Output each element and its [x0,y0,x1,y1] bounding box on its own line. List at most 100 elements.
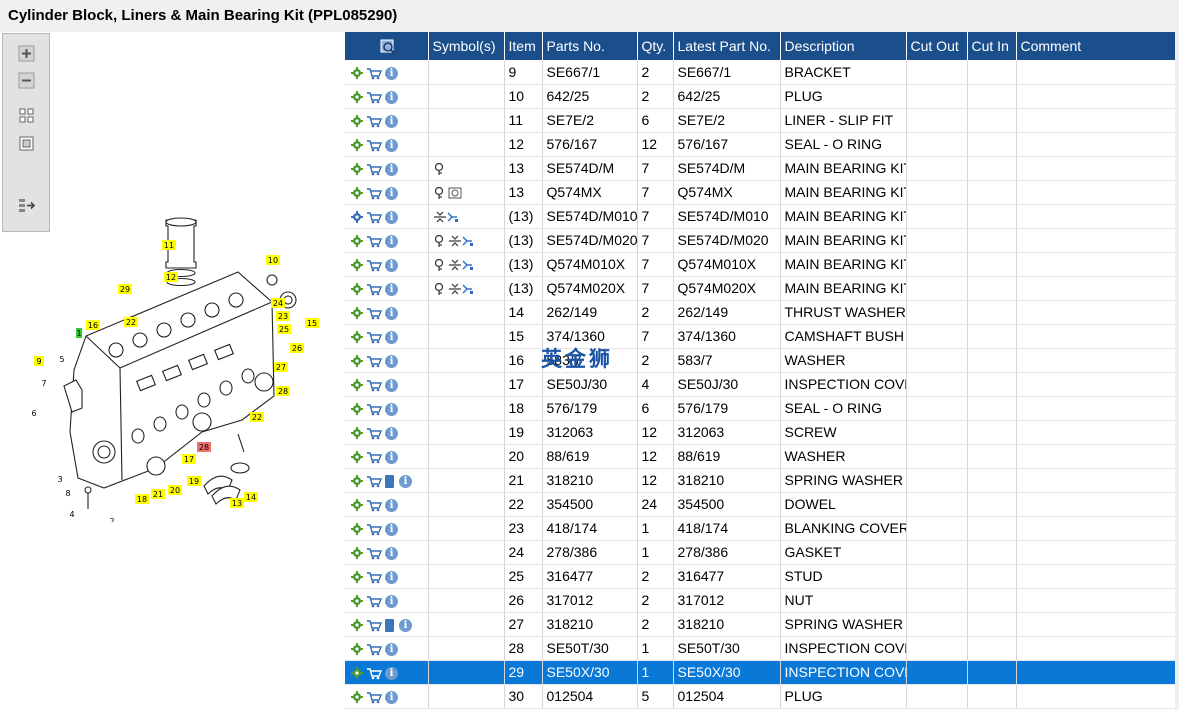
options-gear-icon[interactable] [351,331,363,344]
table-row[interactable]: i 15 374/1360 7 374/1360 CAMSHAFT BUSH [345,324,1176,349]
table-row[interactable]: i 9 SE667/1 2 SE667/1 BRACKET [345,60,1176,85]
info-icon[interactable]: i [385,90,398,104]
table-row[interactable]: i (13) Q574M010X 7 Q574M010X MAIN BEARIN… [345,252,1176,277]
add-to-cart-icon[interactable] [366,595,382,608]
table-row[interactable]: i 19 312063 12 312063 SCREW [345,420,1176,445]
table-row[interactable]: i 24 278/386 1 278/386 GASKET [345,540,1176,565]
options-gear-icon[interactable] [351,139,363,152]
options-gear-icon[interactable] [351,475,363,488]
info-icon[interactable]: i [385,282,398,296]
add-to-cart-icon[interactable] [366,211,382,224]
options-gear-icon[interactable] [351,283,363,296]
info-icon[interactable]: i [385,330,398,344]
add-to-cart-icon[interactable] [366,667,382,680]
info-icon[interactable]: i [385,306,398,320]
info-icon[interactable]: i [385,642,398,656]
add-to-cart-icon[interactable] [366,427,382,440]
options-gear-icon[interactable] [351,547,363,560]
table-row[interactable]: i 11 SE7E/2 6 SE7E/2 LINER - SLIP FIT [345,108,1176,133]
table-row[interactable]: i 13 SE574D/M 7 SE574D/M MAIN BEARING KI… [345,156,1176,181]
add-to-cart-icon[interactable] [366,283,382,296]
add-to-cart-icon[interactable] [366,643,382,656]
table-row[interactable]: i 14 262/149 2 262/149 THRUST WASHER [345,300,1176,325]
zoom-in-button[interactable] [16,43,37,64]
options-gear-icon[interactable] [351,595,363,608]
add-to-cart-icon[interactable] [366,547,382,560]
table-row[interactable]: i 26 317012 2 317012 NUT [345,588,1176,613]
info-icon[interactable]: i [385,450,398,464]
table-row[interactable]: i 30 012504 5 012504 PLUG [345,684,1176,709]
info-icon[interactable]: i [385,258,398,272]
options-gear-icon[interactable] [351,691,363,704]
export-button[interactable] [16,195,37,216]
table-row[interactable]: i 12 576/167 12 576/167 SEAL - O RING [345,132,1176,157]
add-to-cart-icon[interactable] [366,691,382,704]
column-cut-out[interactable]: Cut Out [906,32,968,60]
table-row[interactable]: i 17 SE50J/30 4 SE50J/30 INSPECTION COVE… [345,372,1176,397]
info-icon[interactable]: i [385,522,398,536]
add-to-cart-icon[interactable] [366,163,382,176]
add-to-cart-icon[interactable] [366,235,382,248]
info-icon[interactable]: i [385,234,398,248]
options-gear-icon[interactable] [351,235,363,248]
column-parts-no[interactable]: Parts No. [542,32,638,60]
column-comment[interactable]: Comment [1016,32,1176,60]
info-icon[interactable]: i [385,162,398,176]
table-row[interactable]: i 13 Q574MX 7 Q574MX MAIN BEARING KIT [345,180,1176,205]
options-gear-icon[interactable] [351,451,363,464]
info-icon[interactable]: i [385,186,398,200]
info-icon[interactable]: i [385,594,398,608]
options-gear-icon[interactable] [351,67,363,80]
add-to-cart-icon[interactable] [366,259,382,272]
table-row[interactable]: i 29 SE50X/30 1 SE50X/30 INSPECTION COVE… [345,660,1176,685]
table-row[interactable]: i 23 418/174 1 418/174 BLANKING COVER [345,516,1176,541]
options-gear-icon[interactable] [351,307,363,320]
options-gear-icon[interactable] [351,91,363,104]
info-icon[interactable]: i [385,402,398,416]
table-row[interactable]: i (13) SE574D/M010 7 SE574D/M010 MAIN BE… [345,204,1176,229]
documentation-icon[interactable] [385,474,394,488]
info-icon[interactable]: i [385,114,398,128]
table-row[interactable]: i 22 354500 24 354500 DOWEL [345,492,1176,517]
column-cut-in[interactable]: Cut In [967,32,1017,60]
info-icon[interactable]: i [385,426,398,440]
actual-size-button[interactable] [16,133,37,154]
info-icon[interactable]: i [399,474,412,488]
options-gear-icon[interactable] [351,259,363,272]
add-to-cart-icon[interactable] [366,355,382,368]
options-gear-icon[interactable] [351,163,363,176]
options-gear-icon[interactable] [351,211,363,224]
info-icon[interactable]: i [385,66,398,80]
add-to-cart-icon[interactable] [366,499,382,512]
table-row[interactable]: i 10 642/25 2 642/25 PLUG [345,84,1176,109]
table-row[interactable]: i 18 576/179 6 576/179 SEAL - O RING [345,396,1176,421]
column-latest-part-no[interactable]: Latest Part No. [673,32,781,60]
column-qty[interactable]: Qty. [637,32,674,60]
info-icon[interactable]: i [385,210,398,224]
options-gear-icon[interactable] [351,619,363,632]
table-row[interactable]: i 25 316477 2 316477 STUD [345,564,1176,589]
table-row[interactable]: i 21 318210 12 318210 SPRING WASHER [345,468,1176,493]
info-icon[interactable]: i [385,570,398,584]
info-icon[interactable]: i [399,618,412,632]
vertical-scrollbar[interactable] [1175,32,1179,711]
options-gear-icon[interactable] [351,571,363,584]
table-row[interactable]: i 28 SE50T/30 1 SE50T/30 INSPECTION COVE… [345,636,1176,661]
options-gear-icon[interactable] [351,115,363,128]
add-to-cart-icon[interactable] [366,403,382,416]
add-to-cart-icon[interactable] [366,115,382,128]
add-to-cart-icon[interactable] [366,139,382,152]
options-gear-icon[interactable] [351,355,363,368]
info-icon[interactable]: i [385,378,398,392]
info-icon[interactable]: i [385,138,398,152]
table-row[interactable]: i 27 318210 2 318210 SPRING WASHER [345,612,1176,637]
info-icon[interactable]: i [385,546,398,560]
info-icon[interactable]: i [385,666,398,680]
table-row[interactable]: i 16 583/7 2 583/7 WASHER [345,348,1176,373]
table-row[interactable]: i 20 88/619 12 88/619 WASHER [345,444,1176,469]
column-symbols[interactable]: Symbol(s) [428,32,505,60]
options-gear-icon[interactable] [351,403,363,416]
fit-button[interactable] [16,105,37,126]
add-to-cart-icon[interactable] [366,331,382,344]
info-icon[interactable]: i [385,690,398,704]
